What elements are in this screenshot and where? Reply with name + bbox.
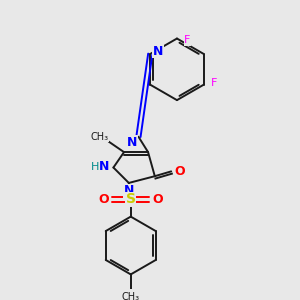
Text: N: N bbox=[153, 44, 163, 58]
Text: O: O bbox=[152, 193, 163, 206]
Text: N: N bbox=[127, 136, 137, 149]
Text: H: H bbox=[91, 162, 99, 172]
Text: N: N bbox=[124, 184, 134, 197]
Text: CH₃: CH₃ bbox=[91, 132, 109, 142]
Text: CH₃: CH₃ bbox=[122, 292, 140, 300]
Text: F: F bbox=[184, 35, 191, 45]
Text: O: O bbox=[98, 193, 109, 206]
Text: S: S bbox=[126, 192, 136, 206]
Text: N: N bbox=[99, 160, 109, 173]
Text: F: F bbox=[211, 78, 217, 88]
Text: O: O bbox=[175, 165, 185, 178]
